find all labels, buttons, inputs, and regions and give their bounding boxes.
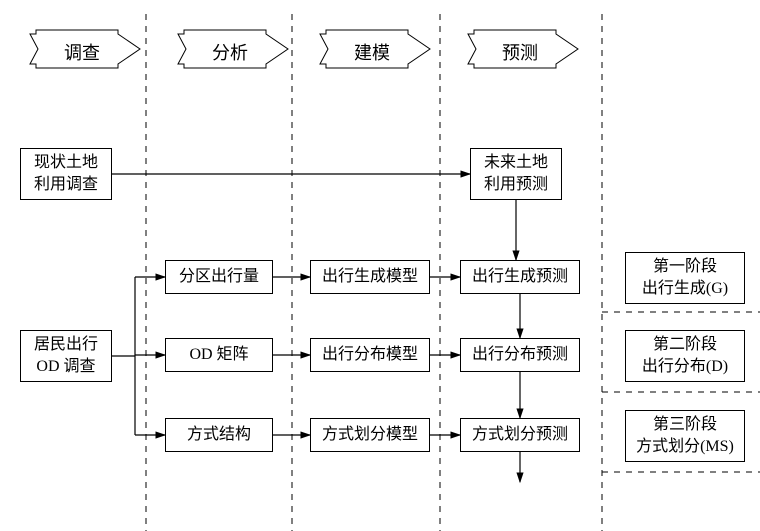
node-phase1: 第一阶段出行生成(G) [625,252,745,304]
flowchart-canvas: 调查分析建模预测现状土地利用调查未来土地利用预测居民出行OD 调查分区出行量出行… [0,0,760,531]
header-h4: 预测 [490,39,550,65]
node-od_survey: 居民出行OD 调查 [20,330,112,382]
node-trip_gen_pred: 出行生成预测 [460,260,580,294]
node-trip_gen_model: 出行生成模型 [310,260,430,294]
header-h1: 调查 [52,39,112,65]
node-phase2: 第二阶段出行分布(D) [625,330,745,382]
node-trip_dist_model: 出行分布模型 [310,338,430,372]
node-land_survey: 现状土地利用调查 [20,148,112,200]
node-phase3: 第三阶段方式划分(MS) [625,410,745,462]
node-mode_split_model: 方式划分模型 [310,418,430,452]
header-h3: 建模 [342,39,402,65]
node-mode_struct: 方式结构 [165,418,273,452]
node-trip_dist_pred: 出行分布预测 [460,338,580,372]
node-od_matrix: OD 矩阵 [165,338,273,372]
node-zone_trips: 分区出行量 [165,260,273,294]
node-land_future: 未来土地利用预测 [470,148,562,200]
header-h2: 分析 [200,39,260,65]
node-mode_split_pred: 方式划分预测 [460,418,580,452]
